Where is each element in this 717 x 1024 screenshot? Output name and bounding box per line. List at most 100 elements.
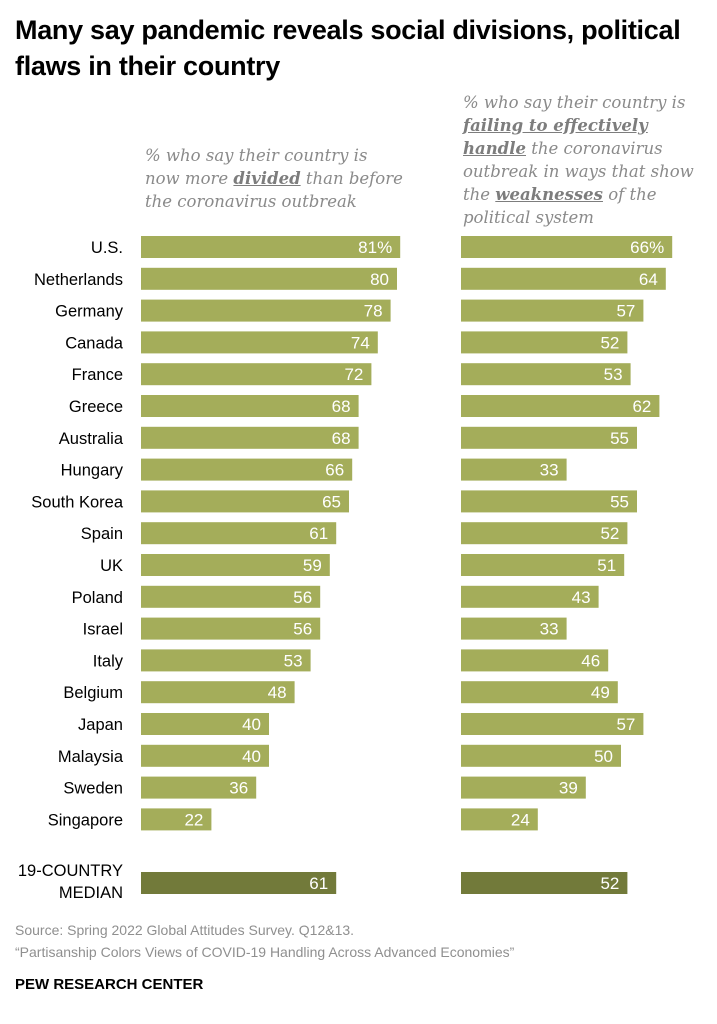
value-label-s1-9: 52 (600, 524, 619, 543)
bar-s1-15 (461, 713, 644, 735)
left-header-pre: % who say their country is now more (145, 146, 368, 188)
category-label: Malaysia (58, 748, 124, 766)
bar-s0-5 (141, 395, 359, 417)
value-label-s1-17: 39 (559, 779, 578, 798)
value-label-s0-15: 40 (242, 715, 261, 734)
right-header-post: of the political system (463, 185, 657, 227)
category-label: France (72, 366, 123, 384)
category-label: UK (100, 557, 123, 575)
bar-s0-16 (141, 744, 269, 767)
value-label-s0-12: 56 (293, 620, 312, 639)
category-label: Sweden (63, 780, 123, 798)
bar-s0-12 (141, 617, 321, 640)
bar-chart: U.S. 81% 66% Netherlands 80 64 Germany 78 57 Cana… (18, 236, 673, 902)
bar-s1-7 (461, 458, 567, 481)
value-label-s1-13: 46 (581, 651, 600, 670)
category-label: Netherlands (34, 271, 123, 289)
value-label-s0-5: 68 (332, 397, 351, 416)
bar-s1-3 (461, 331, 628, 354)
bar-s1-16 (461, 744, 621, 767)
bar-s0-0 (141, 236, 401, 258)
value-label-s1-7: 33 (540, 461, 559, 480)
bar-s1-10 (461, 554, 625, 576)
left-header-emphasis: divided (233, 169, 301, 188)
bar-s1-13 (461, 649, 609, 672)
right-column-header: % who say their country is failing to ef… (463, 91, 715, 229)
left-column-header: % who say their country is now more divi… (145, 144, 407, 213)
value-label-s1-8: 55 (610, 492, 629, 511)
category-label: Poland (72, 589, 123, 607)
value-label-s1-11: 43 (572, 588, 591, 607)
value-label-s0-16: 40 (242, 747, 261, 766)
bar-s0-10 (141, 554, 330, 576)
value-label-s1-10: 51 (597, 556, 616, 575)
bar-s0-7 (141, 458, 353, 481)
value-label-median-s1: 52 (600, 874, 619, 893)
bar-s1-17 (461, 776, 586, 799)
bar-s0-18 (141, 808, 212, 831)
value-label-s1-12: 33 (540, 620, 559, 639)
right-header-mid: the coronavirus outbreak in ways that sh… (463, 139, 694, 204)
bar-s1-6 (461, 426, 637, 449)
category-label: Canada (65, 334, 124, 352)
bar-s1-12 (461, 617, 567, 640)
bar-median-s1 (461, 872, 628, 894)
value-label-s0-10: 59 (303, 556, 322, 575)
value-label-s1-0: 66% (630, 238, 664, 257)
right-header-emphasis: failing to effectively handle (463, 116, 648, 158)
category-label: Australia (59, 430, 124, 448)
value-label-s1-14: 49 (591, 683, 610, 702)
bar-s0-13 (141, 649, 311, 672)
value-label-median-s0: 61 (309, 874, 328, 893)
chart-title: Many say pandemic reveals social divisio… (15, 15, 681, 81)
bar-s1-18 (461, 808, 538, 831)
value-label-s0-2: 78 (364, 302, 383, 321)
category-label: Singapore (48, 811, 123, 829)
median-category-label: 19-COUNTRY (18, 862, 123, 880)
bar-s1-14 (461, 681, 618, 704)
value-label-s0-11: 56 (293, 588, 312, 607)
right-header-pre: % who say their country is (463, 93, 686, 112)
value-label-s0-8: 65 (322, 492, 341, 511)
category-label: Japan (78, 716, 123, 734)
value-label-s1-15: 57 (616, 715, 635, 734)
category-label: U.S. (91, 239, 123, 257)
value-label-s1-16: 50 (594, 747, 613, 766)
median-category-label: MEDIAN (59, 884, 123, 902)
value-label-s1-2: 57 (616, 302, 635, 321)
value-label-s0-1: 80 (370, 270, 389, 289)
value-label-s0-3: 74 (351, 333, 370, 352)
value-label-s0-7: 66 (325, 461, 344, 480)
bar-s0-6 (141, 426, 359, 449)
pew-logo-text: PEW RESEARCH CENTER (15, 976, 204, 993)
category-label: Spain (81, 525, 123, 543)
value-label-s1-4: 53 (604, 365, 623, 384)
bar-s0-2 (141, 299, 391, 322)
category-label: Greece (69, 398, 123, 416)
bar-s0-15 (141, 713, 269, 735)
bar-s1-11 (461, 585, 599, 608)
value-label-s0-9: 61 (309, 524, 328, 543)
category-label: Hungary (61, 462, 124, 480)
source-note: Source: Spring 2022 Global Attitudes Sur… (15, 922, 355, 938)
value-label-s0-4: 72 (344, 365, 363, 384)
source-report-title: “Partisanship Colors Views of COVID-19 H… (15, 944, 515, 960)
value-label-s1-5: 62 (632, 397, 651, 416)
bar-s0-17 (141, 776, 257, 799)
bar-s0-4 (141, 363, 372, 386)
bar-s0-14 (141, 681, 295, 704)
bar-s0-11 (141, 585, 321, 608)
value-label-s0-18: 22 (184, 810, 203, 829)
bar-s1-1 (461, 267, 666, 290)
category-label: Italy (93, 652, 124, 670)
value-label-s0-0: 81% (358, 238, 392, 257)
bar-s0-9 (141, 522, 337, 545)
bar-s0-8 (141, 490, 349, 513)
bar-s0-3 (141, 331, 378, 354)
value-label-s1-3: 52 (600, 333, 619, 352)
bar-median-s0 (141, 872, 337, 894)
value-label-s0-6: 68 (332, 429, 351, 448)
right-header-emphasis-2: weaknesses (495, 185, 603, 204)
bar-s0-1 (141, 267, 397, 290)
value-label-s0-17: 36 (229, 779, 248, 798)
